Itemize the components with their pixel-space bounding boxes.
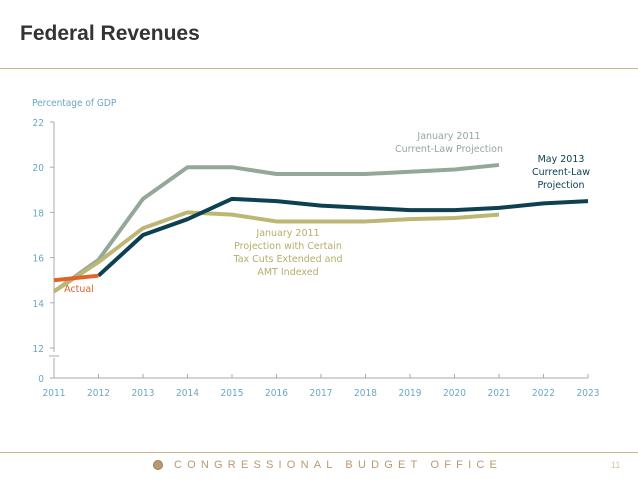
y-axis-label: Percentage of GDP <box>32 98 117 109</box>
x-tick-label: 2014 <box>176 388 199 399</box>
label-jan2011-alt: Projection with Certain <box>234 241 342 252</box>
y-tick-label: 16 <box>33 254 45 265</box>
label-may2013: May 2013 <box>538 154 585 165</box>
title-divider <box>0 68 638 69</box>
label-jan2011-current-law: Current-Law Projection <box>395 144 503 155</box>
footer-text: CONGRESSIONAL BUDGET OFFICE <box>174 459 503 471</box>
x-tick-label: 2015 <box>221 388 244 399</box>
slide-title: Federal Revenues <box>20 22 200 45</box>
y-tick-label: 20 <box>33 163 45 174</box>
footer-divider <box>0 452 638 453</box>
series-line-2 <box>52 210 500 294</box>
x-tick-label: 2016 <box>265 388 288 399</box>
x-tick-label: 2017 <box>310 388 333 399</box>
label-may2013: Projection <box>538 180 585 191</box>
x-tick-label: 2023 <box>577 388 600 399</box>
series-line-1 <box>52 162 500 294</box>
x-tick-label: 2020 <box>443 388 466 399</box>
series-labels: Actual January 2011 Current-Law Projection… <box>64 131 590 295</box>
y-tick-label: 22 <box>33 118 44 129</box>
y-tick-label: 0 <box>38 374 44 385</box>
x-tick-label: 2019 <box>399 388 422 399</box>
y-tick-label: 12 <box>33 344 44 355</box>
x-tick-label: 2011 <box>43 388 66 399</box>
x-tick-label: 2021 <box>488 388 511 399</box>
x-tick-label: 2012 <box>87 388 110 399</box>
label-may2013: Current-Law <box>532 167 590 178</box>
y-tick-label: 18 <box>33 208 45 219</box>
label-actual: Actual <box>64 284 94 295</box>
series-line-3 <box>97 196 589 278</box>
label-jan2011-alt: AMT Indexed <box>257 267 318 278</box>
series-lines <box>52 162 589 294</box>
y-tick-label: 14 <box>33 299 45 310</box>
x-tick-label: 2022 <box>532 388 555 399</box>
page-number: 11 <box>611 460 621 470</box>
label-jan2011-current-law: January 2011 <box>416 131 480 142</box>
series-line-0 <box>53 273 99 283</box>
cbo-logo-icon <box>153 460 163 470</box>
label-jan2011-alt: January 2011 <box>255 228 319 239</box>
x-tick-label: 2013 <box>132 388 155 399</box>
label-jan2011-alt: Tax Cuts Extended and <box>232 254 342 265</box>
x-tick-label: 2018 <box>354 388 377 399</box>
